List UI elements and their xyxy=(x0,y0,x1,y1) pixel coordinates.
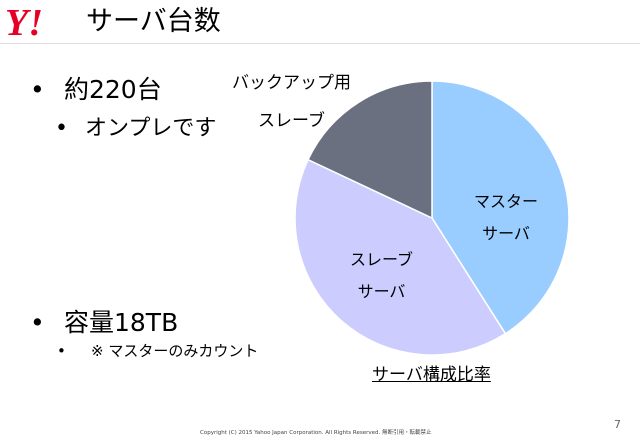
chart-title: サーバ構成比率 xyxy=(372,365,491,385)
page-title: サーバ台数 xyxy=(86,6,221,37)
svg-text:Y!: Y! xyxy=(5,4,43,40)
label-backup-line2: スレーブ xyxy=(258,111,325,131)
pie-slice-2 xyxy=(307,80,433,220)
label-slave: スレーブ サーバ xyxy=(350,250,414,301)
yahoo-logo: Y! xyxy=(5,4,43,40)
bullet-onprem: • オンプレです xyxy=(55,116,217,141)
bullet-capacity: • 容量18TB xyxy=(30,308,179,337)
header-divider xyxy=(0,43,640,44)
copyright: Copyright (C) 2015 Yahoo Japan Corporati… xyxy=(200,430,432,436)
page-number: 7 xyxy=(614,418,621,431)
label-backup-line1: バックアップ用 xyxy=(232,73,351,93)
pie-slice-0 xyxy=(431,80,570,335)
pie-slice-1 xyxy=(294,158,507,356)
bullet-note: • ※ マスターのみカウント xyxy=(57,342,259,360)
label-master: マスター サーバ xyxy=(474,192,539,243)
bullet-servers: • 約220台 xyxy=(30,75,162,104)
